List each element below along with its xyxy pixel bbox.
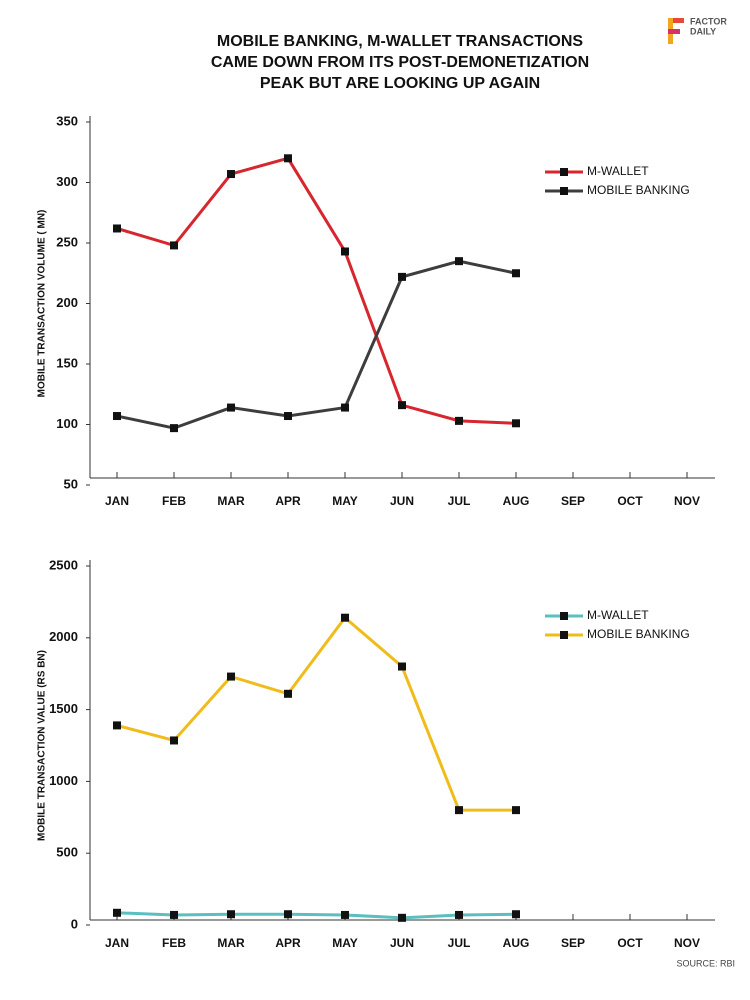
point-marker xyxy=(341,613,349,622)
legend-label: MOBILE BANKING xyxy=(587,183,690,197)
y-tick-label: 1000 xyxy=(49,773,78,788)
y-tick-label: 2000 xyxy=(49,629,78,644)
logo-text: DAILY xyxy=(690,26,716,36)
point-marker xyxy=(284,689,292,698)
x-tick-label: MAY xyxy=(332,494,358,508)
y-tick-label: 2500 xyxy=(49,557,78,572)
legend-label: MOBILE BANKING xyxy=(587,627,690,641)
x-tick-label: JUN xyxy=(390,494,414,508)
point-marker xyxy=(227,672,235,681)
point-marker xyxy=(227,403,235,412)
logo-text: FACTOR xyxy=(690,16,727,26)
x-tick-label: JAN xyxy=(105,494,129,508)
legend-label: M-WALLET xyxy=(587,164,649,178)
point-marker xyxy=(398,662,406,671)
point-marker xyxy=(398,913,406,922)
x-tick-label: FEB xyxy=(162,936,186,950)
logo-shape xyxy=(668,29,680,34)
y-tick-label: 0 xyxy=(71,916,78,931)
point-marker xyxy=(170,241,178,250)
legend-label: M-WALLET xyxy=(587,608,649,622)
point-marker xyxy=(227,910,235,919)
y-axis-label: MOBILE TRANSACTION VALUE (RS BN) xyxy=(37,650,48,841)
point-marker xyxy=(170,910,178,919)
x-tick-label: JUN xyxy=(390,936,414,950)
legend-marker xyxy=(560,168,568,176)
x-tick-label: JAN xyxy=(105,936,129,950)
x-tick-label: AUG xyxy=(503,494,530,508)
legend-marker xyxy=(560,631,568,639)
y-tick-label: 500 xyxy=(56,845,78,860)
x-tick-label: FEB xyxy=(162,494,186,508)
series-line xyxy=(116,911,517,920)
point-marker xyxy=(455,416,463,425)
series-line xyxy=(116,259,517,430)
point-marker xyxy=(512,269,520,278)
y-tick-label: 200 xyxy=(56,295,78,310)
point-marker xyxy=(170,424,178,433)
point-marker xyxy=(455,257,463,266)
legend-marker xyxy=(560,187,568,195)
point-marker xyxy=(113,224,121,233)
point-marker xyxy=(398,272,406,281)
legend-marker xyxy=(560,612,568,620)
y-tick-label: 1500 xyxy=(49,701,78,716)
y-tick-label: 150 xyxy=(56,355,78,370)
x-tick-label: MAY xyxy=(332,936,358,950)
point-marker xyxy=(284,910,292,919)
title-line: CAME DOWN FROM ITS POST-DEMONETIZATION xyxy=(211,54,589,71)
x-tick-label: AUG xyxy=(503,936,530,950)
y-axis-label: MOBILE TRANSACTION VOLUME ( MN) xyxy=(37,210,48,398)
x-tick-label: NOV xyxy=(674,936,700,950)
point-marker xyxy=(341,403,349,412)
x-tick-label: OCT xyxy=(617,494,643,508)
title-line: MOBILE BANKING, M-WALLET TRANSACTIONS xyxy=(217,33,584,50)
x-tick-label: NOV xyxy=(674,494,700,508)
point-marker xyxy=(113,908,121,917)
x-tick-label: MAR xyxy=(217,494,245,508)
x-tick-label: SEP xyxy=(561,936,585,950)
point-marker xyxy=(512,806,520,815)
point-marker xyxy=(284,154,292,163)
point-marker xyxy=(398,401,406,410)
x-tick-label: OCT xyxy=(617,936,643,950)
logo-shape xyxy=(668,18,684,23)
logo: FACTOR DAILY xyxy=(668,16,727,44)
x-tick-label: SEP xyxy=(561,494,585,508)
y-tick-label: 50 xyxy=(64,476,78,491)
point-marker xyxy=(512,910,520,919)
y-tick-label: 250 xyxy=(56,234,78,249)
x-tick-label: APR xyxy=(275,494,301,508)
point-marker xyxy=(512,419,520,428)
y-tick-label: 300 xyxy=(56,174,78,189)
series-line xyxy=(116,156,517,425)
x-tick-label: JUL xyxy=(448,936,471,950)
point-marker xyxy=(227,170,235,179)
title-line: PEAK BUT ARE LOOKING UP AGAIN xyxy=(260,75,540,92)
point-marker xyxy=(113,721,121,730)
y-tick-label: 350 xyxy=(56,113,78,128)
x-tick-label: APR xyxy=(275,936,301,950)
point-marker xyxy=(455,910,463,919)
x-tick-label: JUL xyxy=(448,494,471,508)
point-marker xyxy=(284,412,292,421)
x-tick-label: MAR xyxy=(217,936,245,950)
point-marker xyxy=(170,736,178,745)
point-marker xyxy=(113,412,121,421)
series-line xyxy=(116,615,516,812)
y-tick-label: 100 xyxy=(56,416,78,431)
point-marker xyxy=(455,806,463,815)
source: SOURCE: RBI xyxy=(676,958,735,968)
point-marker xyxy=(341,247,349,256)
point-marker xyxy=(341,910,349,919)
